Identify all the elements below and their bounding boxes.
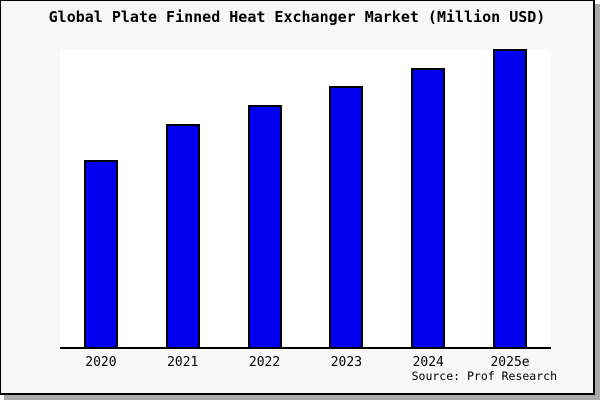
x-tick-label: 2025e [490, 355, 530, 370]
x-tick-label: 2024 [412, 355, 444, 370]
bar-slot [387, 49, 469, 347]
source-note: Source: Prof Research [411, 369, 557, 383]
bar-2024 [411, 67, 446, 347]
bar-slot [305, 49, 387, 347]
frame-shadow-bottom [4, 395, 600, 400]
chart-title: Global Plate Finned Heat Exchanger Marke… [48, 8, 546, 26]
bar-slot [142, 49, 224, 347]
bar-2020 [83, 160, 118, 347]
bar-2021 [165, 123, 200, 347]
x-tick-label: 2020 [85, 355, 117, 370]
bars-container [60, 49, 551, 347]
plot-area [60, 49, 551, 349]
x-tick-label: 2021 [167, 355, 199, 370]
x-tick-label: 2023 [330, 355, 363, 370]
frame-shadow-right [595, 4, 600, 395]
bar-slot [469, 49, 551, 347]
x-axis-labels: 2020 2021 2022 2023 2024 2025e [60, 355, 551, 371]
bar-slot [224, 49, 306, 347]
bar-2023 [329, 85, 364, 347]
bar-slot [60, 49, 142, 347]
bar-2025e [493, 49, 528, 347]
x-tick-label: 2022 [248, 355, 281, 370]
bar-2022 [247, 104, 282, 347]
chart-frame: Global Plate Finned Heat Exchanger Marke… [0, 0, 595, 395]
